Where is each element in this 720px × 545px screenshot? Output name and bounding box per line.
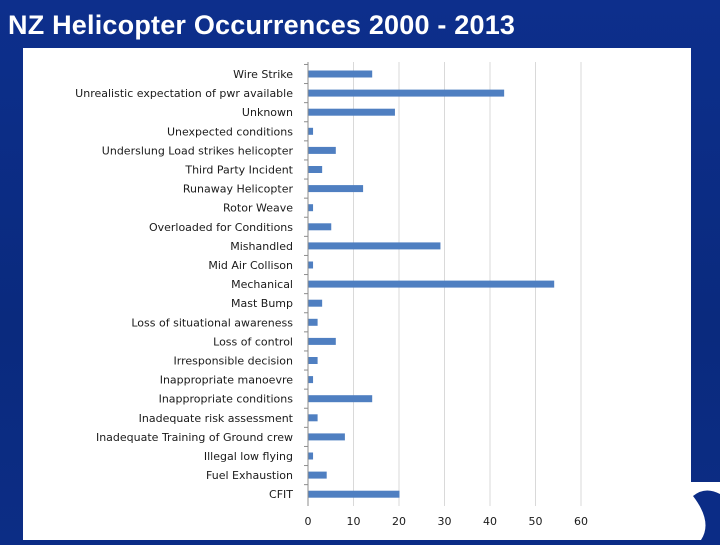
category-label: Inadequate Training of Ground crew (96, 431, 293, 444)
category-label: Loss of control (213, 335, 293, 348)
bar (308, 452, 314, 460)
category-label: Overloaded for Conditions (149, 221, 293, 234)
bar (308, 395, 373, 403)
bar (308, 223, 332, 231)
category-label: Unexpected conditions (167, 125, 293, 138)
x-tick-label: 0 (305, 515, 312, 528)
x-tick-label: 20 (392, 515, 406, 528)
bar (308, 166, 323, 173)
category-label: Mid Air Collison (208, 259, 293, 272)
bar (308, 337, 336, 345)
bar (308, 108, 395, 116)
bar (308, 280, 555, 288)
category-label: Unknown (242, 106, 293, 119)
category-label: Wire Strike (233, 68, 293, 81)
x-tick-label: 50 (529, 515, 543, 528)
bar (308, 414, 318, 422)
bar (308, 261, 314, 269)
bar (308, 433, 345, 441)
bar (308, 242, 441, 250)
corner-logo (691, 482, 720, 540)
x-tick-label: 30 (438, 515, 452, 528)
bar (308, 357, 318, 364)
category-label: Unrealistic expectation of pwr available (75, 87, 293, 100)
bar (308, 490, 400, 498)
category-label: Runaway Helicopter (183, 183, 294, 196)
bar (308, 204, 314, 212)
chart-panel: Wire Strike Unrealistic expectation of pw… (23, 48, 691, 540)
bar-chart: Wire Strike Unrealistic expectation of pw… (75, 62, 588, 528)
bar (308, 318, 318, 326)
category-label: Underslung Load strikes helicopter (102, 144, 294, 157)
bar (308, 376, 314, 384)
category-label: Mast Bump (231, 297, 293, 310)
category-label: Irresponsible decision (174, 355, 293, 368)
bar (308, 146, 336, 154)
x-tick-label: 10 (347, 515, 361, 528)
category-label: Rotor Weave (223, 202, 293, 215)
category-label: Inadequate risk assessment (139, 412, 294, 425)
bar (308, 127, 314, 135)
category-label: Loss of situational awareness (131, 316, 293, 329)
category-label: Fuel Exhaustion (206, 469, 293, 482)
category-label: Third Party Incident (184, 164, 293, 177)
bar (308, 185, 364, 193)
x-tick-label: 60 (574, 515, 588, 528)
category-label: Mechanical (231, 278, 293, 291)
bar (308, 70, 373, 78)
slide-title: NZ Helicopter Occurrences 2000 - 2013 (8, 10, 516, 40)
bar (308, 89, 505, 97)
category-label: Inappropriate manoevre (160, 374, 294, 387)
category-label: Mishandled (230, 240, 293, 253)
category-label: Illegal low flying (204, 450, 293, 463)
category-label: CFIT (269, 488, 293, 501)
x-tick-label: 40 (483, 515, 497, 528)
bar (308, 471, 327, 479)
category-label: Inappropriate conditions (159, 393, 294, 406)
logo-mark-icon (693, 490, 720, 540)
bar (308, 299, 323, 307)
